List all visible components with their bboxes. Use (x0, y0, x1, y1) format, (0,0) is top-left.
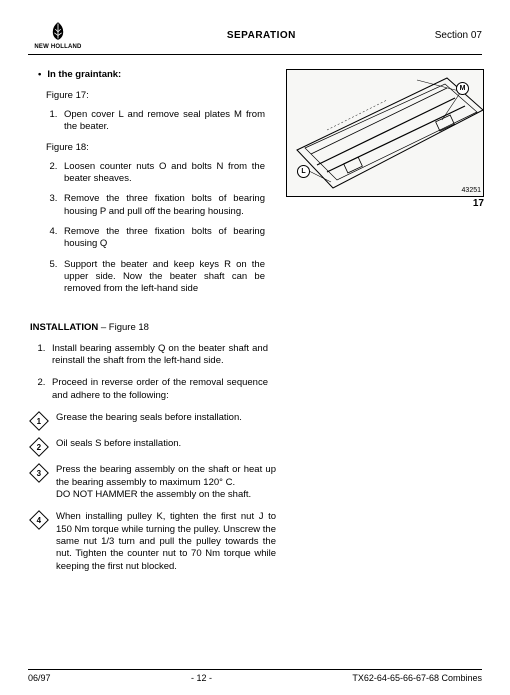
footer-date: 06/97 (28, 673, 51, 683)
diamond-note-text: Grease the bearing seals before installa… (56, 412, 276, 424)
list-item: Remove the three fixation bolts of beari… (60, 193, 265, 218)
diamond-note: 4 When installing pulley K, tighten the … (28, 511, 276, 573)
diamond-note: 1 Grease the bearing seals before instal… (28, 412, 276, 428)
figure-id: 43251 (462, 187, 481, 194)
diamond-note-text: Oil seals S before installation. (56, 438, 276, 450)
figure-17: M L 43251 17 (286, 69, 484, 209)
diamond-marker-icon: 2 (29, 437, 49, 457)
callout-l: L (297, 165, 310, 178)
header-title: SEPARATION (227, 30, 296, 41)
footer-model: TX62-64-65-66-67-68 Combines (352, 673, 482, 683)
diamond-note-text: Press the bearing assembly on the shaft … (56, 464, 276, 501)
list-item: Loosen counter nuts O and bolts N from t… (60, 161, 265, 186)
diamond-note: 2 Oil seals S before installation. (28, 438, 276, 454)
header-section: Section 07 (435, 30, 482, 41)
page-header: NEW HOLLAND SEPARATION Section 07 (28, 20, 482, 55)
list-item: Support the beater and keep keys R on th… (60, 259, 265, 296)
figure-17-image: M L 43251 (286, 69, 484, 197)
brand-name: NEW HOLLAND (34, 44, 81, 50)
list-item: Install bearing assembly Q on the beater… (48, 343, 268, 368)
diamond-note-text: When installing pulley K, tighten the fi… (56, 511, 276, 573)
content-area: In the graintank: Figure 17: Open cover … (28, 69, 482, 573)
installation-title: INSTALLATION (30, 322, 98, 333)
leaf-logo-icon (47, 20, 69, 42)
page-footer: 06/97 - 12 - TX62-64-65-66-67-68 Combine… (28, 669, 482, 683)
diamond-marker-icon: 1 (29, 411, 49, 431)
figure-17-steps: Open cover L and remove seal plates M fr… (60, 109, 265, 134)
diamond-note: 3 Press the bearing assembly on the shaf… (28, 464, 276, 501)
footer-page: - 12 - (191, 673, 212, 683)
callout-m: M (456, 82, 469, 95)
diamond-marker-icon: 3 (29, 463, 49, 483)
list-item: Proceed in reverse order of the removal … (48, 377, 268, 402)
installation-steps: Install bearing assembly Q on the beater… (48, 343, 268, 402)
diamond-marker-icon: 4 (29, 510, 49, 530)
list-item: Open cover L and remove seal plates M fr… (60, 109, 265, 134)
brand-block: NEW HOLLAND (28, 20, 88, 50)
figure-number: 17 (286, 198, 484, 209)
installation-heading: INSTALLATION – Figure 18 (30, 322, 482, 333)
figure-diagram-icon (287, 70, 484, 197)
installation-title-suffix: – Figure 18 (98, 322, 149, 333)
list-item: Remove the three fixation bolts of beari… (60, 226, 265, 251)
figure-18-steps: Loosen counter nuts O and bolts N from t… (60, 161, 265, 296)
